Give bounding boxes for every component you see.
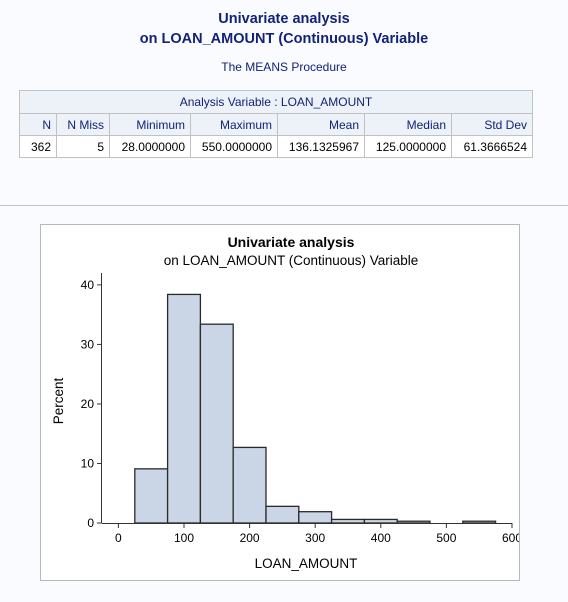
col-header-n: N	[19, 113, 57, 136]
table-row: 362 5 28.0000000 550.0000000 136.1325967…	[19, 135, 533, 158]
report-title-line1: Univariate analysis	[218, 11, 350, 27]
y-axis-ticks: 0 10 20 30 40	[81, 278, 102, 530]
x-tick-label: 100	[174, 531, 194, 545]
y-axis-label: Percent	[51, 377, 66, 424]
histogram-chart: Univariate analysis on LOAN_AMOUNT (Cont…	[51, 234, 519, 571]
histogram-bar	[363, 518, 398, 524]
table-caption-row: Analysis Variable : LOAN_AMOUNT	[19, 90, 533, 114]
x-tick-label: 0	[115, 531, 122, 545]
histogram-bar	[265, 505, 300, 524]
y-tick-label: 40	[81, 278, 95, 292]
y-tick-label: 20	[81, 397, 95, 411]
x-tick-label: 600	[502, 531, 519, 545]
histogram-bar	[462, 520, 497, 524]
section-divider	[0, 205, 568, 206]
table-header-row: N N Miss Minimum Maximum Mean Median Std…	[19, 113, 533, 136]
x-axis-ticks: 0 100 200 300 400 500 600	[115, 523, 519, 545]
x-axis-label: LOAN_AMOUNT	[255, 556, 358, 571]
x-tick-label: 300	[305, 531, 325, 545]
cell-std-dev: 61.3666524	[451, 135, 533, 158]
col-header-median: Median	[364, 113, 452, 136]
cell-maximum: 550.0000000	[190, 135, 278, 158]
col-header-maximum: Maximum	[190, 113, 278, 136]
chart-axes: 0 100 200 300 400 500 600 0 10 20 30 40	[81, 273, 519, 545]
x-tick-label: 400	[371, 531, 391, 545]
histogram-bar	[232, 446, 267, 524]
histogram-bar	[330, 518, 366, 524]
cell-mean: 136.1325967	[277, 135, 365, 158]
report-title-line2: on LOAN_AMOUNT (Continuous) Variable	[139, 31, 429, 47]
procedure-title: The MEANS Procedure	[221, 60, 347, 74]
x-tick-label: 200	[240, 531, 260, 545]
x-tick-label: 500	[436, 531, 456, 545]
histogram-bar	[396, 520, 431, 524]
cell-n: 362	[19, 135, 57, 158]
chart-title: Univariate analysis	[228, 234, 355, 250]
histogram-bar	[166, 293, 202, 524]
y-tick-label: 0	[87, 516, 94, 530]
histogram-bar	[298, 511, 333, 524]
stats-table: Analysis Variable : LOAN_AMOUNT N N Miss…	[19, 90, 533, 158]
histogram-bars	[134, 293, 497, 524]
y-tick-label: 10	[81, 456, 95, 470]
histogram-bar	[199, 323, 234, 524]
col-header-mean: Mean	[277, 113, 365, 136]
histogram-bar	[134, 468, 169, 524]
histogram-panel: Univariate analysis on LOAN_AMOUNT (Cont…	[40, 224, 520, 581]
y-tick-label: 30	[81, 337, 95, 351]
col-header-std-dev: Std Dev	[451, 113, 533, 136]
col-header-n-miss: N Miss	[56, 113, 110, 136]
means-output: Univariate analysis on LOAN_AMOUNT (Cont…	[0, 0, 568, 205]
cell-minimum: 28.0000000	[109, 135, 191, 158]
analysis-variable-caption: Analysis Variable : LOAN_AMOUNT	[19, 90, 533, 114]
cell-median: 125.0000000	[364, 135, 452, 158]
cell-n-miss: 5	[56, 135, 110, 158]
chart-subtitle: on LOAN_AMOUNT (Continuous) Variable	[164, 253, 419, 268]
col-header-minimum: Minimum	[109, 113, 191, 136]
